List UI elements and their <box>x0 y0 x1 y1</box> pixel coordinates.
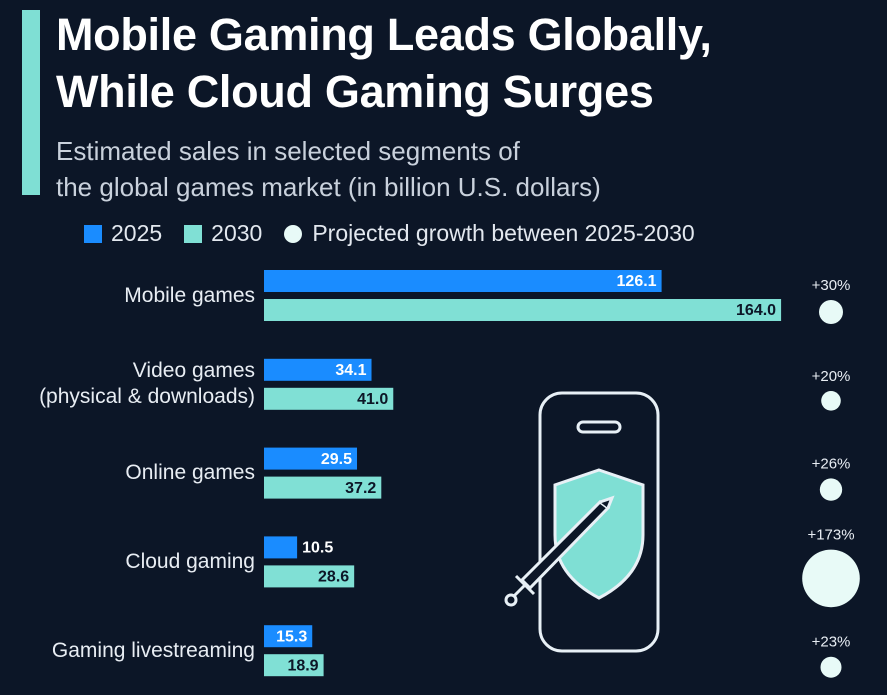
value-label: 164.0 <box>736 302 776 319</box>
growth-bubble <box>820 656 842 678</box>
category-label: Video games (physical & downloads) <box>39 359 255 409</box>
value-label: 10.5 <box>302 540 333 557</box>
chart-title: Mobile Gaming Leads Globally, While Clou… <box>56 9 712 117</box>
growth-bubble <box>821 391 841 411</box>
value-label: 28.6 <box>318 569 349 586</box>
value-label: 126.1 <box>617 273 657 290</box>
bar <box>264 270 662 292</box>
legend-label: 2025 <box>111 220 163 246</box>
growth-bubble <box>819 300 843 324</box>
category-label: Cloud gaming <box>125 549 255 573</box>
category-label: Mobile games <box>124 283 255 307</box>
legend-swatch <box>84 224 102 243</box>
legend: 2025 2030 Projected growth between 2025-20… <box>84 220 717 247</box>
bar <box>264 447 358 470</box>
bar <box>264 358 372 381</box>
bar <box>264 654 324 677</box>
growth-label: +23% <box>812 634 851 651</box>
bar <box>264 625 313 648</box>
legend-swatch <box>184 224 203 243</box>
value-label: 41.0 <box>357 391 388 408</box>
growth-label: +20% <box>812 368 851 385</box>
bar <box>264 387 394 410</box>
phone-icon <box>504 391 660 653</box>
growth-bubble <box>819 478 843 501</box>
category-label: Online games <box>125 461 255 485</box>
legend-item: 2030 <box>184 220 262 247</box>
value-label: 15.3 <box>276 628 307 645</box>
value-label: 18.9 <box>287 657 318 674</box>
legend-label: Projected growth between 2025-2030 <box>312 220 695 246</box>
legend-item: 2025 <box>84 220 162 247</box>
bar <box>264 299 782 321</box>
value-label: 37.2 <box>345 480 376 497</box>
growth-bubble <box>802 549 860 608</box>
bar <box>264 565 355 588</box>
growth-label: +173% <box>807 527 854 544</box>
category-label: Gaming livestreaming <box>51 638 255 662</box>
chart-subtitle: Estimated sales in selected segments of … <box>56 136 601 202</box>
growth-label: +30% <box>812 277 851 294</box>
legend-swatch <box>284 224 303 243</box>
bar <box>264 536 298 559</box>
legend-item: Projected growth between 2025-2030 <box>284 220 695 247</box>
value-label: 34.1 <box>335 362 366 379</box>
bar <box>264 476 382 499</box>
legend-label: 2030 <box>211 220 263 246</box>
accent-bar <box>22 10 40 195</box>
growth-label: +26% <box>812 455 851 472</box>
value-label: 29.5 <box>321 451 352 468</box>
